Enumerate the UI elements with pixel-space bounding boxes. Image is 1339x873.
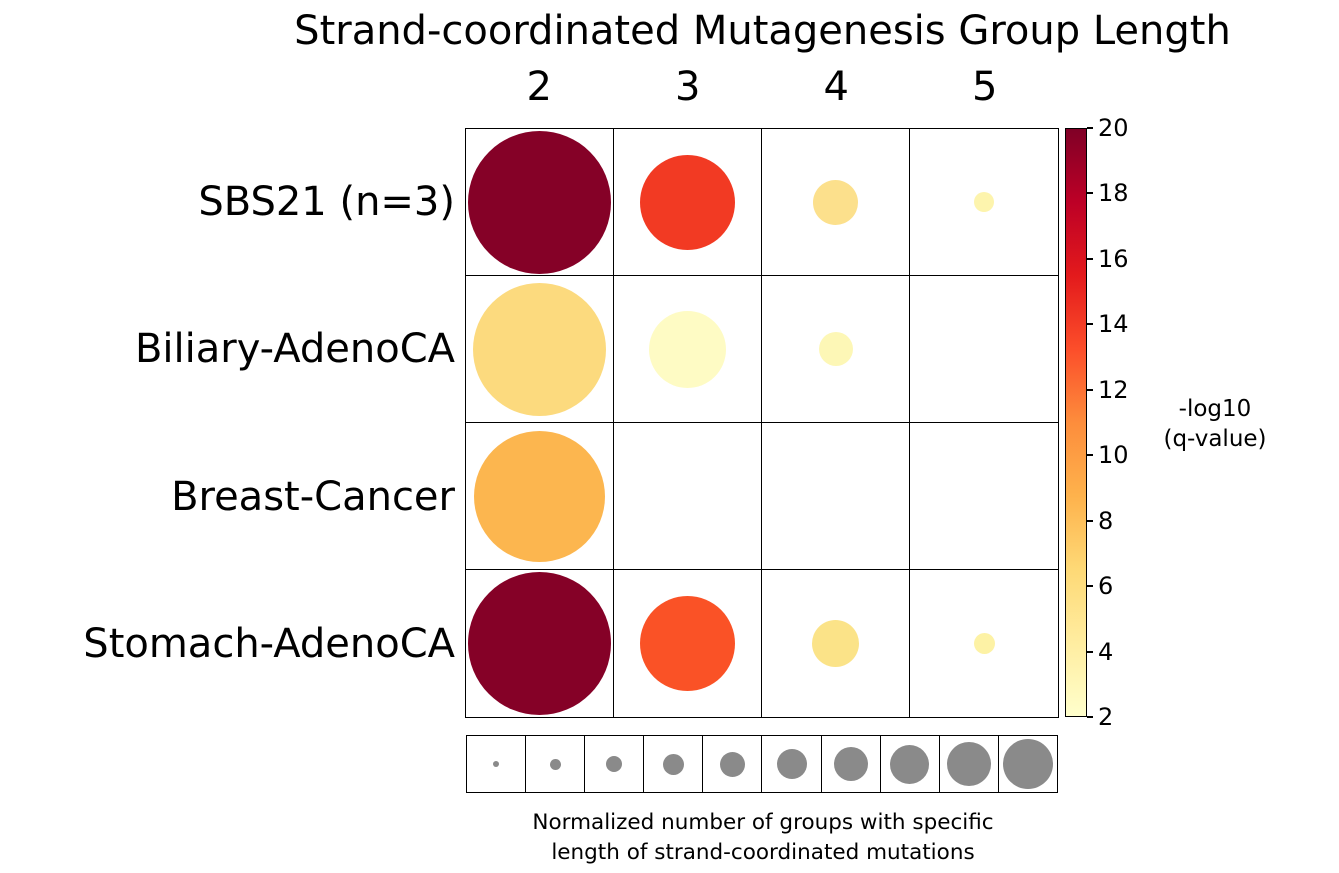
colorbar-tickmark-10 [1087,454,1093,457]
size-legend-cell-6 [822,736,881,792]
size-legend-strip [466,735,1058,793]
bubble-r0-c0 [468,130,611,274]
colorbar-ticklabel-4: 4 [1098,637,1114,666]
colorbar-label-line1: -log10 [1178,396,1252,422]
size-legend-cell-0 [467,736,527,792]
colorbar-tickmark-16 [1087,257,1093,260]
bubble-r3-c1 [640,596,735,691]
size-legend-dot-4 [719,751,745,777]
colorbar-tickmark-12 [1087,388,1093,391]
colorbar-tickmark-6 [1087,585,1093,588]
bubble-r1-c0 [473,282,606,416]
size-legend-dot-9 [1002,739,1053,789]
grid-cell-r0-c1 [614,129,762,276]
colorbar-ticklabel-8: 8 [1098,506,1114,535]
size-legend-dot-7 [890,744,930,784]
size-legend-dot-1 [549,758,561,770]
size-legend-cell-1 [526,736,586,792]
grid-cell-r1-c1 [614,276,762,423]
colorbar-tickmark-8 [1087,519,1093,522]
grid-cell-r0-c3 [910,129,1058,276]
chart-title: Strand-coordinated Mutagenesis Group Len… [294,8,1231,54]
column-header-2: 2 [526,64,552,110]
size-legend-cell-2 [585,736,645,792]
grid-cell-r1-c2 [762,276,910,423]
size-legend-cell-9 [999,736,1057,792]
bubble-r3-c2 [812,620,859,667]
colorbar-ticklabel-10: 10 [1098,441,1129,470]
grid-cell-r2-c1 [614,423,762,570]
bubble-r0-c2 [813,179,858,225]
bubble-r1-c2 [818,332,853,366]
row-label-3: Stomach-AdenoCA [83,621,455,668]
grid-cell-r0-c0 [466,129,614,276]
size-legend-caption: Normalized number of groups with specifi… [403,808,1123,868]
grid-cell-r3-c2 [762,570,910,717]
colorbar-ticklabel-6: 6 [1098,572,1114,601]
colorbar-ticklabel-2: 2 [1098,703,1114,731]
grid-cell-r3-c3 [910,570,1058,717]
size-caption-line1: Normalized number of groups with specifi… [532,810,994,835]
size-legend-cell-8 [940,736,999,792]
colorbar-tickmark-20 [1087,127,1093,129]
grid-cell-r1-c3 [910,276,1058,423]
column-header-4: 4 [823,64,849,110]
colorbar-ticklabel-14: 14 [1098,310,1129,339]
size-legend-dot-6 [833,747,868,781]
grid-cell-r0-c2 [762,129,910,276]
grid-cell-r1-c0 [466,276,614,423]
colorbar-tickmark-18 [1087,192,1093,195]
grid-cell-r2-c3 [910,423,1058,570]
size-caption-line2: length of strand-coordinated mutations [551,840,975,865]
grid-cell-r3-c0 [466,570,614,717]
size-legend-cell-5 [762,736,822,792]
colorbar-tickmark-2 [1087,716,1093,718]
bubble-r0-c1 [640,154,735,250]
bubble-r1-c1 [649,310,726,388]
size-legend-cell-4 [703,736,763,792]
grid-cell-r3-c1 [614,570,762,717]
size-legend-cell-3 [644,736,704,792]
bubble-r0-c3 [974,192,994,212]
row-label-0: SBS21 (n=3) [198,178,455,225]
row-label-1: Biliary-AdenoCA [134,326,455,373]
size-legend-cell-7 [881,736,940,792]
colorbar-label-line2: (q-value) [1163,426,1267,452]
colorbar-gradient [1065,128,1087,717]
column-header-3: 3 [675,64,701,110]
colorbar-tickmark-14 [1087,323,1093,326]
bubble-grid [465,128,1059,718]
size-legend-dot-2 [606,756,623,772]
grid-cell-r2-c2 [762,423,910,570]
colorbar-ticklabel-12: 12 [1098,375,1129,404]
bubble-r3-c3 [973,633,995,654]
size-legend-dot-0 [493,761,500,767]
colorbar-tickmark-4 [1087,650,1093,653]
size-legend-dot-8 [946,742,991,786]
colorbar-ticklabel-18: 18 [1098,179,1129,208]
bubble-r2-c0 [474,430,605,562]
bubble-r3-c0 [468,572,611,715]
row-label-2: Breast-Cancer [171,473,455,520]
colorbar-axis-label: -log10 (q-value) [1145,394,1285,454]
colorbar-ticklabel-20: 20 [1098,114,1129,142]
column-header-5: 5 [972,64,998,110]
size-legend-dot-3 [662,753,684,775]
grid-cell-r2-c0 [466,423,614,570]
colorbar-ticklabel-16: 16 [1098,244,1129,273]
size-legend-dot-5 [776,749,807,779]
